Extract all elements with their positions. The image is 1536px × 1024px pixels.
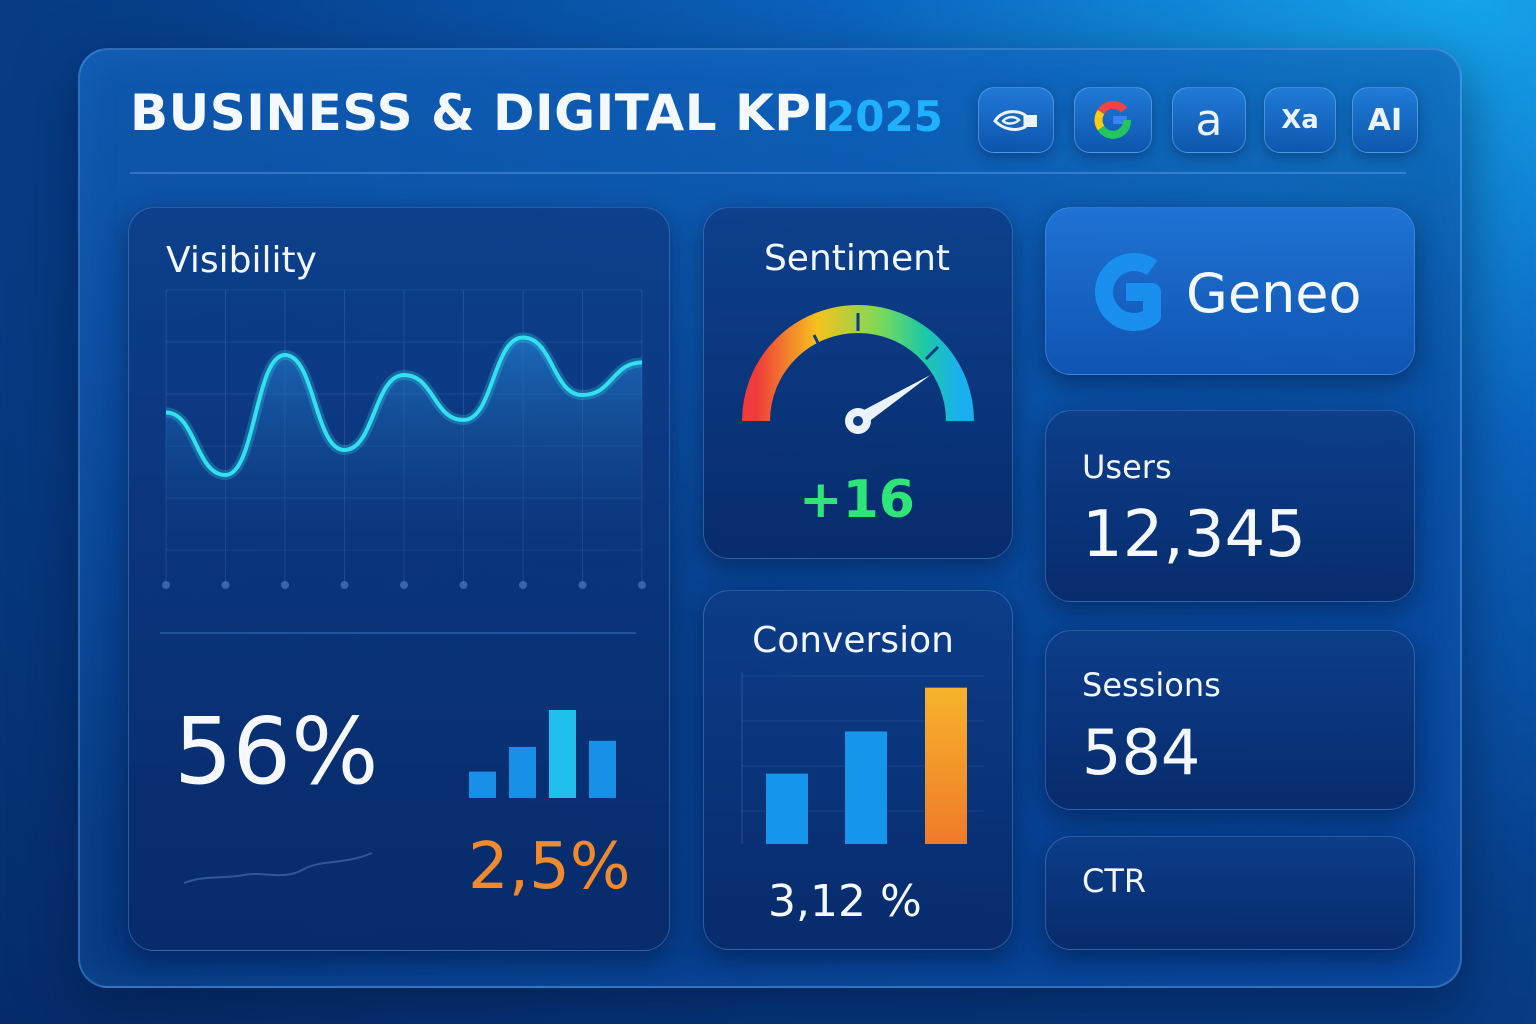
- sentiment-gauge: [742, 305, 974, 434]
- sessions-value: 584: [1082, 716, 1201, 789]
- visibility-line-chart: [162, 289, 646, 589]
- nvidia-icon: [993, 110, 1037, 131]
- users-label: Users: [1082, 448, 1172, 486]
- visibility-value: 56%: [174, 698, 379, 805]
- sentiment-value: +16: [799, 470, 915, 530]
- visibility-mini-bar: [549, 710, 576, 798]
- page-title: BUSINESS & DIGITAL KPI: [130, 84, 831, 142]
- users-value: 12,345: [1082, 498, 1306, 572]
- visibility-bar-chart: [469, 710, 616, 798]
- ctr-card: [1045, 836, 1415, 950]
- google-icon-button[interactable]: [1074, 87, 1152, 153]
- x-axis-dot: [162, 581, 170, 589]
- sessions-card: [1045, 630, 1415, 810]
- gauge-needle: [854, 374, 931, 427]
- ctr-label: CTR: [1082, 862, 1147, 900]
- translate-icon[interactable]: Xa: [1264, 87, 1336, 153]
- x-axis-dot: [281, 581, 289, 589]
- visibility-area-fill: [166, 337, 642, 570]
- conversion-bar-chart: [741, 672, 984, 844]
- visibility-label: Visibility: [166, 240, 317, 281]
- conversion-label: Conversion: [752, 620, 954, 661]
- x-axis-dot: [519, 581, 527, 589]
- amazon-icon[interactable]: a: [1172, 87, 1246, 153]
- x-axis-dot: [638, 581, 646, 589]
- header-divider: [130, 172, 1406, 174]
- conversion-bar: [766, 773, 808, 844]
- visibility-mini-bar: [469, 771, 496, 798]
- x-axis-dot: [400, 581, 408, 589]
- visibility-secondary-value: 2,5%: [468, 830, 631, 904]
- ai-icon[interactable]: AI: [1352, 87, 1418, 153]
- google-icon: [1094, 100, 1131, 139]
- visibility-series-line: [165, 335, 643, 478]
- conversion-bar: [925, 687, 967, 844]
- geneo-logo-icon: [1095, 253, 1161, 331]
- x-axis-dot: [221, 581, 230, 589]
- users-card: [1045, 410, 1415, 602]
- visibility-sparkline: [183, 852, 373, 884]
- nvidia-icon-button[interactable]: [978, 87, 1054, 153]
- x-axis-dot: [459, 581, 468, 589]
- year-label: 2025: [826, 92, 943, 141]
- visibility-mini-bar: [589, 740, 616, 798]
- sessions-label: Sessions: [1082, 666, 1221, 704]
- brand-name: Geneo: [1186, 262, 1362, 325]
- sentiment-label: Sentiment: [763, 238, 951, 279]
- visibility-mini-bar: [509, 746, 536, 798]
- visibility-card: [128, 207, 670, 951]
- x-axis-dot: [578, 581, 587, 589]
- conversion-value: 3,12 %: [768, 876, 922, 927]
- conversion-bar: [845, 731, 887, 844]
- x-axis-dot: [340, 581, 349, 589]
- visibility-divider: [160, 632, 636, 634]
